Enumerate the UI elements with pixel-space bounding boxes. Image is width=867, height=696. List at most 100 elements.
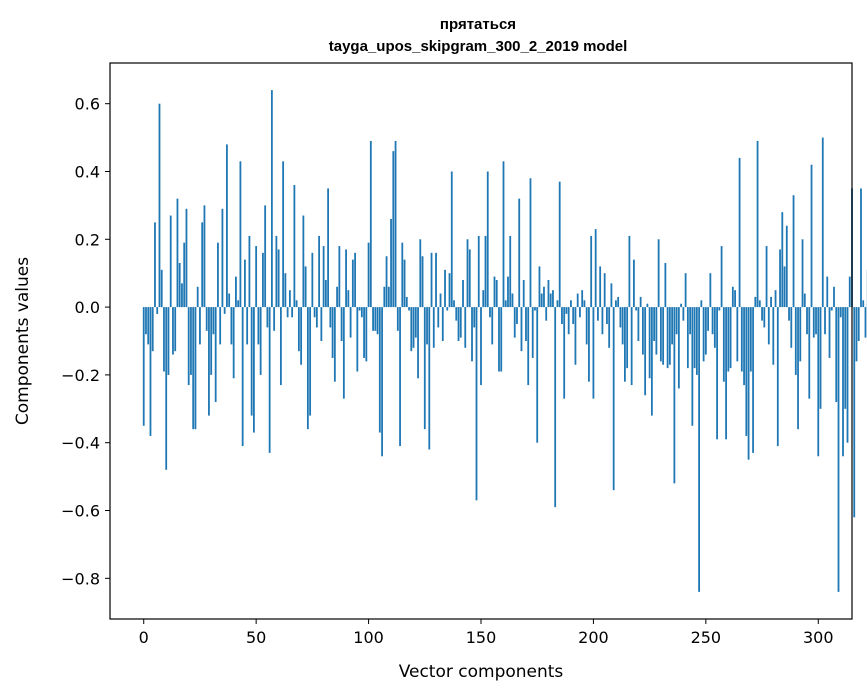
bar bbox=[288, 290, 291, 308]
bar bbox=[709, 273, 712, 308]
bar bbox=[181, 283, 183, 308]
bar bbox=[414, 307, 417, 338]
bar bbox=[536, 307, 539, 443]
bar bbox=[839, 307, 842, 318]
bar bbox=[192, 307, 195, 430]
bar bbox=[286, 307, 289, 318]
bar bbox=[291, 307, 294, 318]
bar bbox=[163, 307, 165, 372]
bar bbox=[626, 307, 629, 369]
x-tick-label: 0 bbox=[139, 628, 149, 647]
bar bbox=[437, 307, 440, 328]
bar bbox=[691, 307, 694, 426]
bar bbox=[702, 307, 705, 362]
y-tick-label: 0.6 bbox=[75, 95, 100, 114]
bar bbox=[853, 307, 856, 518]
bar bbox=[657, 239, 660, 308]
bar bbox=[167, 307, 170, 375]
x-tick-label: 50 bbox=[246, 628, 266, 647]
chart-title-line-1: прятаться bbox=[440, 16, 516, 33]
bar bbox=[464, 307, 467, 348]
bar bbox=[430, 252, 433, 308]
y-tick-label: −0.6 bbox=[61, 502, 100, 521]
bar bbox=[727, 307, 730, 372]
bar bbox=[358, 307, 361, 311]
bar bbox=[734, 290, 736, 308]
y-tick-label: 0.0 bbox=[75, 298, 100, 317]
x-tick-label: 200 bbox=[578, 628, 609, 647]
bar bbox=[765, 246, 768, 308]
bar bbox=[223, 307, 226, 314]
bar bbox=[495, 279, 498, 308]
bar bbox=[417, 307, 419, 379]
bar bbox=[504, 300, 507, 308]
bar bbox=[558, 181, 561, 308]
bar bbox=[801, 239, 804, 308]
bar bbox=[529, 178, 532, 308]
bar bbox=[675, 307, 678, 335]
bar bbox=[522, 279, 525, 308]
chart-title-line-2: tayga_upos_skipgram_300_2_2019 model bbox=[329, 38, 628, 55]
bar bbox=[165, 307, 168, 470]
bar bbox=[405, 296, 408, 308]
bar bbox=[538, 266, 541, 308]
bar bbox=[570, 300, 572, 308]
bar bbox=[716, 307, 718, 440]
bar bbox=[462, 279, 464, 308]
bar bbox=[513, 307, 516, 338]
bar bbox=[439, 293, 442, 308]
bar bbox=[556, 300, 559, 308]
bar bbox=[599, 266, 602, 308]
bar bbox=[304, 266, 307, 308]
bar bbox=[315, 307, 318, 328]
bar bbox=[255, 246, 258, 308]
bar bbox=[704, 307, 707, 355]
bar bbox=[806, 307, 808, 335]
bar bbox=[390, 218, 392, 308]
bar bbox=[860, 188, 862, 308]
bar bbox=[372, 307, 374, 331]
bar bbox=[329, 307, 332, 328]
bar bbox=[246, 307, 249, 345]
bar bbox=[385, 256, 388, 308]
bar bbox=[756, 140, 759, 308]
y-tick-label: −0.8 bbox=[61, 569, 100, 588]
bar bbox=[689, 307, 692, 335]
bar bbox=[324, 279, 327, 308]
bar bbox=[297, 307, 300, 352]
bar bbox=[736, 307, 739, 362]
bar bbox=[284, 273, 287, 308]
bar bbox=[259, 307, 262, 375]
bar bbox=[837, 307, 840, 592]
bar bbox=[441, 307, 444, 341]
bar bbox=[619, 307, 622, 328]
bar bbox=[356, 307, 359, 372]
bar bbox=[815, 307, 817, 335]
bar bbox=[320, 307, 323, 341]
bar bbox=[743, 307, 745, 386]
bar bbox=[369, 140, 372, 308]
bar bbox=[695, 307, 698, 375]
bar bbox=[241, 307, 244, 447]
bar bbox=[772, 307, 775, 365]
bar bbox=[151, 307, 154, 352]
bar bbox=[187, 307, 190, 386]
bar bbox=[673, 307, 676, 484]
bar bbox=[797, 307, 799, 430]
bar bbox=[583, 300, 586, 308]
bar bbox=[174, 307, 177, 352]
bar bbox=[646, 303, 649, 308]
bar bbox=[594, 229, 597, 308]
bar bbox=[698, 307, 700, 592]
bar bbox=[680, 303, 683, 308]
bar bbox=[540, 293, 543, 308]
bar bbox=[401, 242, 404, 308]
bar bbox=[601, 307, 604, 335]
bar bbox=[279, 307, 282, 386]
bar bbox=[176, 198, 179, 308]
bar bbox=[466, 239, 469, 308]
bar bbox=[552, 290, 554, 308]
bar bbox=[226, 144, 228, 308]
bar bbox=[360, 307, 363, 318]
bar bbox=[399, 307, 401, 447]
